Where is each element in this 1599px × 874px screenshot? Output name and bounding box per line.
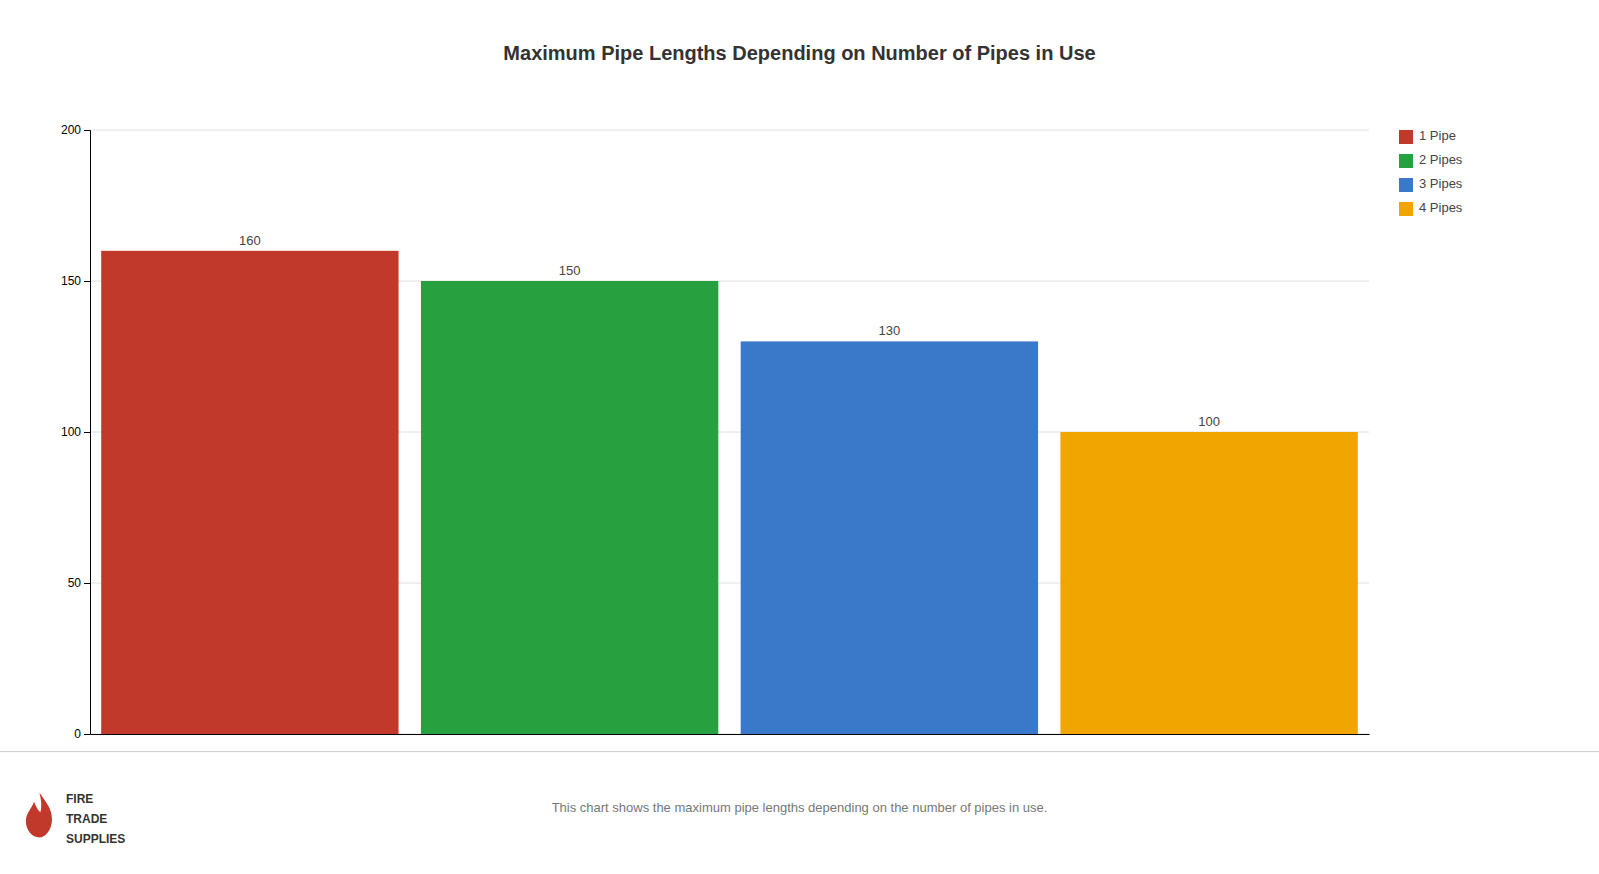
footer: This chart shows the maximum pipe length… [552, 800, 1048, 815]
legend-item: 3 Pipes [1399, 176, 1463, 192]
legend-label: 3 Pipes [1419, 176, 1463, 191]
title: Maximum Pipe Lengths Depending on Number… [503, 42, 1095, 64]
y-tick: 50 [68, 576, 90, 590]
data-label: 160 [239, 233, 261, 248]
bar [1060, 432, 1357, 734]
y-tick-mark [84, 130, 90, 131]
legend-swatch [1399, 130, 1413, 144]
y-tick: 200 [61, 123, 90, 137]
y-tick: 150 [61, 274, 90, 288]
data-label: 150 [559, 263, 581, 278]
legend-label: 2 Pipes [1419, 152, 1463, 167]
data-label: 130 [879, 323, 901, 338]
legend-swatch [1399, 178, 1413, 192]
legend-swatch [1399, 154, 1413, 168]
y-axis: 0 50 100 150 200 [61, 123, 91, 741]
y-tick-label: 50 [68, 576, 82, 590]
legend-swatch [1399, 202, 1413, 216]
logo: FIRE TRADE SUPPLIES [26, 792, 125, 846]
legend-label: 1 Pipe [1419, 128, 1456, 143]
background [0, 0, 1599, 874]
bar [741, 341, 1038, 734]
y-axis-line [84, 131, 91, 735]
y-tick-label: 150 [61, 274, 81, 288]
grid-line [90, 130, 1369, 131]
logo-icon [26, 792, 52, 837]
logo-text: FIRE [66, 792, 93, 806]
y-tick: 100 [61, 425, 90, 439]
x-axis [91, 734, 1370, 735]
y-tick-mark [84, 281, 90, 282]
legend-item: 2 Pipes [1399, 152, 1463, 168]
grid [90, 130, 1369, 734]
y-tick-label: 0 [74, 727, 81, 741]
legend-label: 4 Pipes [1419, 200, 1463, 215]
x-axis-line [91, 734, 1370, 735]
logo-text: SUPPLIES [66, 832, 125, 846]
y-tick-mark [84, 432, 90, 433]
chart-svg: Maximum Pipe Lengths Depending on Number… [0, 0, 1599, 874]
legend-item: 1 Pipe [1399, 128, 1456, 144]
y-tick-label: 200 [61, 123, 81, 137]
separator [0, 751, 1599, 752]
legend-item: 4 Pipes [1399, 200, 1463, 216]
data-label: 100 [1198, 414, 1220, 429]
y-tick-mark [84, 583, 90, 584]
bar [421, 281, 718, 734]
legend: 1 Pipe 2 Pipes 3 Pipes 4 Pipes [1399, 128, 1463, 216]
logo-text: TRADE [66, 812, 107, 826]
data-labels: 160 150 130 100 [239, 233, 1220, 429]
plot-area: 160 150 130 100 0 50 100 150 200 [61, 123, 1370, 741]
y-tick: 0 [74, 727, 90, 741]
y-tick-mark [84, 734, 90, 735]
y-tick-label: 100 [61, 425, 81, 439]
bars [101, 251, 1358, 734]
bar [101, 251, 398, 734]
